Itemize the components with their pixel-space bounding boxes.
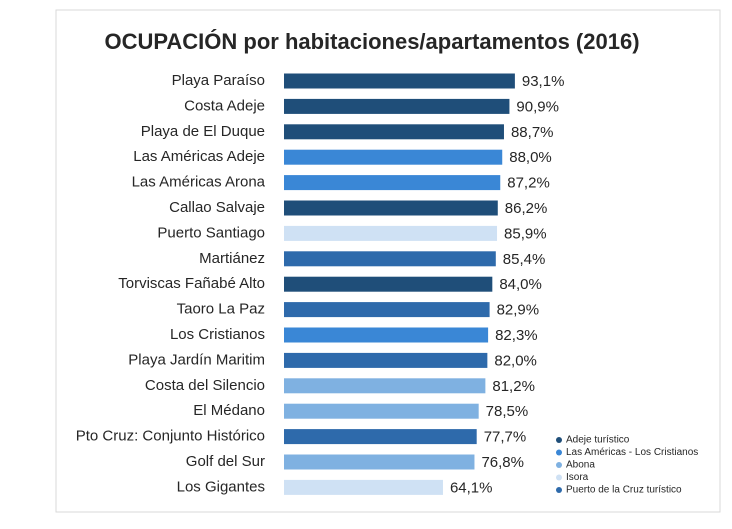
value-label: 85,9% <box>504 225 547 242</box>
category-label: Playa Paraíso <box>172 72 265 89</box>
chart-title: OCUPACIÓN por habitaciones/apartamentos … <box>104 29 639 54</box>
value-label: 78,5% <box>486 403 529 420</box>
legend-marker <box>556 462 562 468</box>
bar <box>284 149 503 165</box>
legend-label: Puerto de la Cruz turístico <box>566 485 682 496</box>
category-label: Pto Cruz: Conjunto Histórico <box>76 428 265 445</box>
value-label: 88,7% <box>511 124 554 141</box>
category-label: Costa Adeje <box>184 97 265 114</box>
category-label: El Médano <box>193 402 265 419</box>
bar <box>284 302 490 318</box>
bar <box>284 225 498 241</box>
bar <box>284 454 475 470</box>
value-label: 82,3% <box>495 327 538 344</box>
category-label: Callao Salvaje <box>169 199 265 216</box>
legend-label: Adeje turístico <box>566 435 630 446</box>
bar <box>284 429 477 445</box>
value-label: 77,7% <box>484 429 527 446</box>
value-label: 64,1% <box>450 479 493 496</box>
category-label: Martiánez <box>199 250 265 267</box>
value-label: 81,2% <box>492 378 535 395</box>
value-label: 90,9% <box>516 98 559 115</box>
value-label: 86,2% <box>505 200 548 217</box>
category-label: Golf del Sur <box>186 453 265 470</box>
bar <box>284 403 479 419</box>
category-label: Las Américas Adeje <box>133 148 265 165</box>
bar <box>284 175 501 191</box>
bar <box>284 378 486 394</box>
category-label: Costa del Silencio <box>145 377 265 394</box>
bar <box>284 73 515 89</box>
bar <box>284 251 496 267</box>
bar <box>284 327 489 343</box>
category-label: Los Gigantes <box>177 478 265 495</box>
category-label: Los Cristianos <box>170 326 265 343</box>
legend-marker <box>556 474 562 481</box>
value-label: 84,0% <box>499 276 542 293</box>
value-label: 87,2% <box>507 175 550 192</box>
legend-marker <box>556 437 562 443</box>
value-label: 82,0% <box>494 352 537 369</box>
category-label: Torviscas Fañabé Alto <box>118 275 265 292</box>
legend-label: Las Américas - Los Cristianos <box>566 447 698 458</box>
bar <box>284 124 504 140</box>
legend-label: Isora <box>566 472 589 483</box>
legend-marker <box>556 449 562 456</box>
bar <box>284 200 498 216</box>
value-label: 82,9% <box>497 302 540 319</box>
category-label: Puerto Santiago <box>157 224 265 241</box>
category-label: Taoro La Paz <box>177 301 265 318</box>
bar <box>284 352 488 368</box>
bar <box>284 98 510 114</box>
category-label: Las Américas Arona <box>132 174 266 191</box>
value-label: 76,8% <box>481 454 524 471</box>
category-label: Playa de El Duque <box>141 123 265 140</box>
bar <box>284 276 493 292</box>
value-label: 88,0% <box>509 149 552 166</box>
category-label: Playa Jardín Maritim <box>128 351 265 368</box>
legend-marker <box>556 487 562 493</box>
legend-label: Abona <box>566 460 595 471</box>
bar <box>284 479 443 495</box>
value-label: 93,1% <box>522 73 565 90</box>
value-label: 85,4% <box>503 251 546 268</box>
